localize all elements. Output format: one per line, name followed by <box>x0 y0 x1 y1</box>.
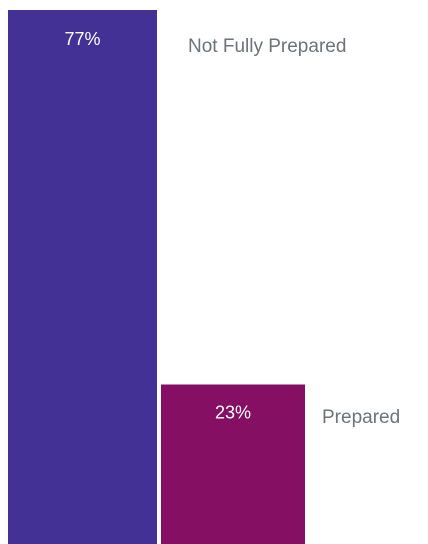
category-label-1: Prepared <box>322 407 400 428</box>
category-label-0: Not Fully Prepared <box>188 36 346 57</box>
bar-value-label-1: 23% <box>215 402 251 422</box>
bar-0 <box>8 10 157 544</box>
bar-1 <box>161 384 305 544</box>
bar-value-label-0: 77% <box>64 29 100 49</box>
